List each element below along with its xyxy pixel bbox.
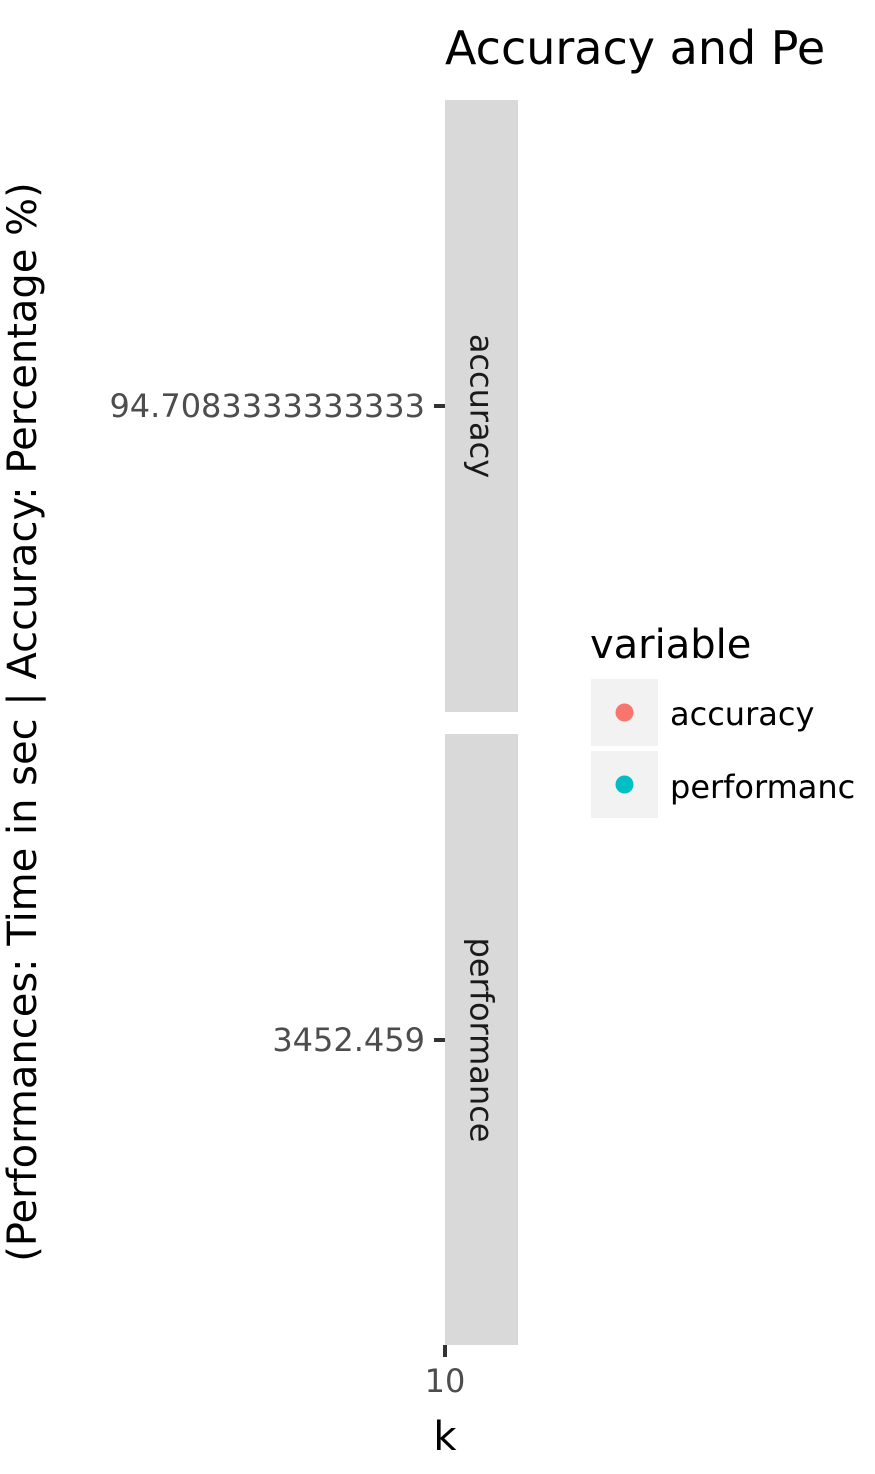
- x-tick-label: 10: [425, 1362, 466, 1400]
- chart-title: Accuracy and Pe: [445, 21, 825, 75]
- facet-strip-accuracy: [445, 100, 518, 712]
- legend-title: variable: [590, 622, 751, 668]
- facet-accuracy: accuracy 94.7083333333333: [109, 100, 518, 712]
- legend: variable accuracy performanc: [590, 622, 855, 818]
- y-tick-label-accuracy: 94.7083333333333: [109, 387, 425, 425]
- facet-strip-performance: [445, 734, 518, 1345]
- facet-performance: performance 3452.459: [272, 734, 518, 1345]
- x-axis-title: k: [433, 1414, 457, 1460]
- legend-label-accuracy: accuracy: [670, 695, 814, 733]
- legend-label-performance: performanc: [670, 768, 855, 806]
- y-tick-label-performance: 3452.459: [272, 1021, 425, 1059]
- y-axis-title: (Performances: Time in sec | Accuracy: P…: [0, 182, 46, 1262]
- facet-strip-label-performance: performance: [463, 938, 501, 1143]
- legend-dot-accuracy: [615, 703, 634, 722]
- legend-dot-performance: [615, 775, 634, 794]
- facet-strip-label-accuracy: accuracy: [463, 334, 501, 478]
